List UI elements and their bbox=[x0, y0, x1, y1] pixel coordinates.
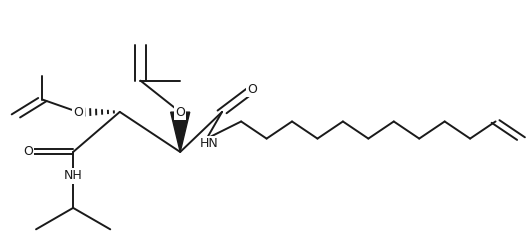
Polygon shape bbox=[171, 112, 190, 152]
Text: O: O bbox=[247, 83, 257, 96]
Text: O: O bbox=[175, 106, 185, 119]
Text: NH: NH bbox=[64, 169, 83, 182]
Text: O: O bbox=[23, 145, 33, 159]
Text: O: O bbox=[74, 106, 83, 119]
Text: HN: HN bbox=[200, 137, 219, 150]
